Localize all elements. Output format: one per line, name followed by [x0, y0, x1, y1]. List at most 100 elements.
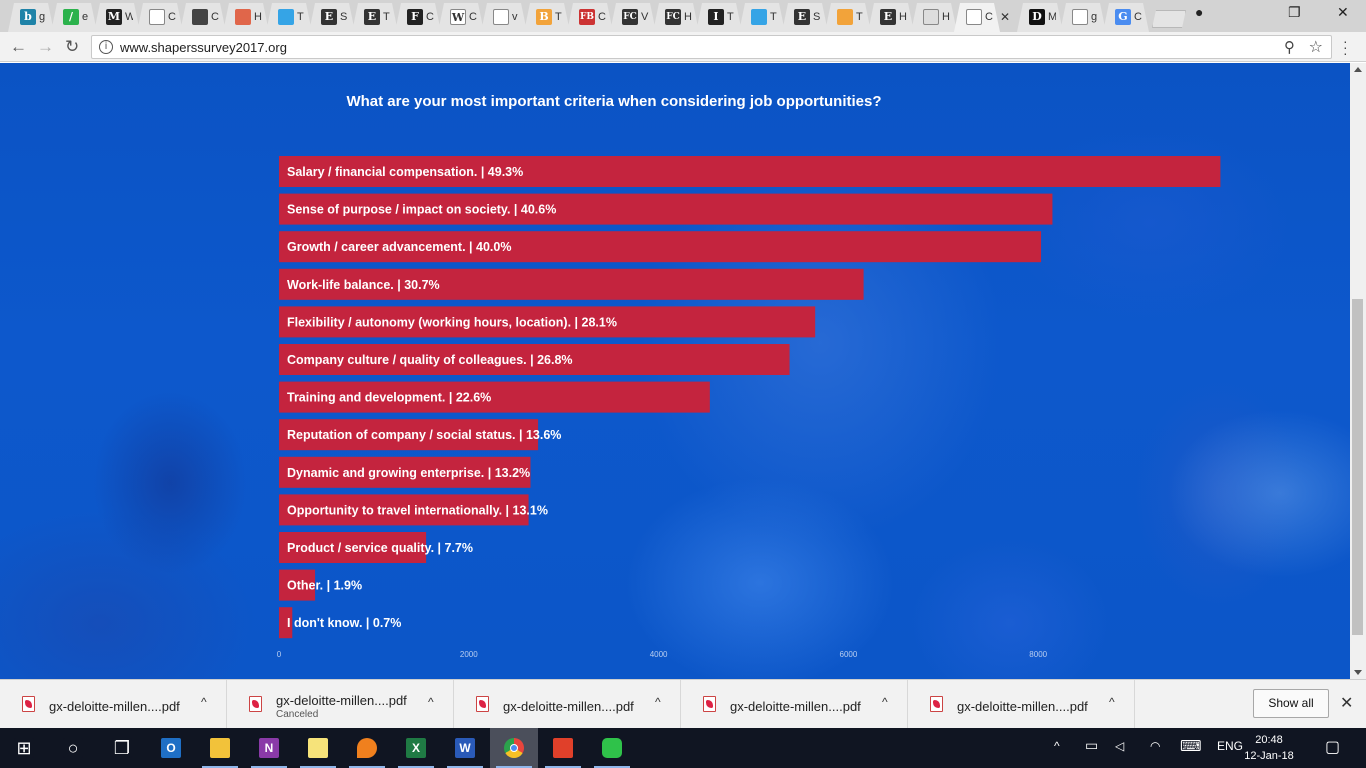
chart-bar[interactable] [279, 344, 790, 375]
chart-bar[interactable] [279, 607, 293, 639]
url-text[interactable]: www.shaperssurvey2017.org [120, 40, 287, 55]
bar-category-label: Growth / career advancement. [287, 240, 466, 254]
tab-close-icon[interactable]: ✕ [1000, 10, 1011, 24]
browser-toolbar: ← → ↻ i www.shaperssurvey2017.org ⚲ ☆ · ·… [0, 32, 1366, 62]
chart-bar[interactable] [279, 268, 864, 300]
chart-bar[interactable] [279, 419, 539, 451]
bars-icon [837, 9, 853, 25]
site-info-icon[interactable]: i [99, 40, 113, 54]
address-bar[interactable]: i www.shaperssurvey2017.org ⚲ ☆ [91, 35, 1332, 59]
back-button[interactable]: ← [10, 37, 27, 56]
close-window-button[interactable]: ✕ [1337, 4, 1349, 20]
download-item[interactable]: gx-deloitte-millen....pdf Canceled ^ [227, 680, 454, 729]
chart-bar[interactable] [279, 494, 529, 526]
chart-bar[interactable] [279, 532, 427, 563]
browser-tab[interactable]: v [481, 3, 527, 32]
word-button[interactable]: W [441, 728, 489, 768]
chart-bar[interactable] [279, 569, 316, 601]
pdf-file-icon [22, 696, 35, 712]
download-item[interactable]: gx-deloitte-millen....pdf ^ [454, 680, 681, 729]
chart-bar[interactable] [279, 456, 531, 488]
vertical-scrollbar[interactable] [1350, 63, 1366, 679]
firefox-button[interactable] [343, 728, 391, 768]
browser-menu-icon[interactable]: · · · [1343, 33, 1348, 61]
browser-tab[interactable]: FB C [567, 3, 613, 32]
show-all-downloads-button[interactable]: Show all [1253, 689, 1329, 718]
download-item[interactable]: gx-deloitte-millen....pdf ^ [0, 680, 227, 729]
scrollbar-thumb[interactable] [1352, 299, 1363, 635]
browser-tab[interactable]: FC H [653, 3, 699, 32]
sticky-notes-icon [308, 738, 328, 758]
browser-tab[interactable]: FC V [610, 3, 656, 32]
browser-tab[interactable]: g [1060, 3, 1106, 32]
browser-tab[interactable]: C [180, 3, 226, 32]
tray-overflow-icon[interactable]: ^ [1054, 739, 1060, 753]
chart-bar[interactable] [279, 193, 1053, 225]
browser-tab[interactable]: / e [51, 3, 97, 32]
profile-icon[interactable]: ● [1195, 4, 1204, 20]
chevron-up-icon[interactable]: ^ [655, 695, 661, 709]
chevron-up-icon[interactable]: ^ [428, 695, 434, 709]
chart-bar[interactable] [279, 306, 816, 338]
download-item[interactable]: gx-deloitte-millen....pdf ^ [908, 680, 1135, 729]
download-item[interactable]: gx-deloitte-millen....pdf ^ [681, 680, 908, 729]
battery-icon[interactable]: ▭ [1085, 737, 1099, 753]
sticky-notes-button[interactable] [294, 728, 342, 768]
bar-label: Dynamic and growing enterprise. | 13.2% [287, 466, 530, 480]
cortana-button[interactable]: ○ [49, 728, 97, 768]
chevron-up-icon[interactable]: ^ [201, 695, 207, 709]
restore-window-button[interactable]: ❐ [1288, 4, 1301, 20]
chrome-button[interactable] [490, 728, 538, 768]
zoom-icon[interactable]: ⚲ [1284, 39, 1295, 56]
input-language[interactable]: ENG [1217, 739, 1244, 753]
onenote-button[interactable]: N [245, 728, 293, 768]
tab-title: e [82, 11, 89, 23]
browser-tab[interactable]: H [223, 3, 269, 32]
close-downloads-bar-button[interactable]: ✕ [1340, 695, 1354, 712]
outlook-icon: O [161, 738, 181, 758]
bookmark-star-icon[interactable]: ☆ [1308, 39, 1323, 56]
line-button[interactable] [588, 728, 636, 768]
scroll-down-arrow-icon[interactable] [1354, 670, 1362, 675]
scroll-up-arrow-icon[interactable] [1354, 67, 1362, 72]
wifi-icon[interactable]: ◠ [1150, 739, 1161, 753]
browser-tab[interactable]: T [266, 3, 312, 32]
reload-button[interactable]: ↻ [65, 37, 80, 56]
chart-bar[interactable] [279, 156, 1221, 187]
notifications-icon[interactable]: ▢ [1325, 739, 1341, 756]
forward-button[interactable]: → [37, 37, 54, 56]
file-explorer-button[interactable] [196, 728, 244, 768]
outlook-button[interactable]: O [147, 728, 195, 768]
chevron-up-icon[interactable]: ^ [882, 695, 888, 709]
start-button[interactable]: ⊞ [0, 728, 48, 768]
browser-tab[interactable]: C ✕ [954, 3, 1017, 32]
touch-keyboard-icon[interactable]: ⌨ [1180, 738, 1202, 755]
taskbar-clock[interactable]: 20:48 12-Jan-18 [1244, 732, 1294, 764]
browser-tab[interactable]: T [825, 3, 871, 32]
pdf-file-icon [476, 696, 489, 712]
volume-icon[interactable]: ◁ [1115, 739, 1125, 753]
browser-tab[interactable]: T [739, 3, 785, 32]
chevron-up-icon[interactable]: ^ [1109, 695, 1115, 709]
task-view-button[interactable]: ❐ [98, 728, 146, 768]
new-tab-button[interactable] [1152, 10, 1186, 28]
excel-button[interactable]: X [392, 728, 440, 768]
chart-bar[interactable] [279, 231, 1042, 263]
acrobat-button[interactable] [539, 728, 587, 768]
economist-icon: E [321, 9, 337, 25]
browser-tab[interactable]: H [911, 3, 957, 32]
chart-bar[interactable] [279, 381, 710, 413]
browser-tab[interactable]: C [137, 3, 183, 32]
